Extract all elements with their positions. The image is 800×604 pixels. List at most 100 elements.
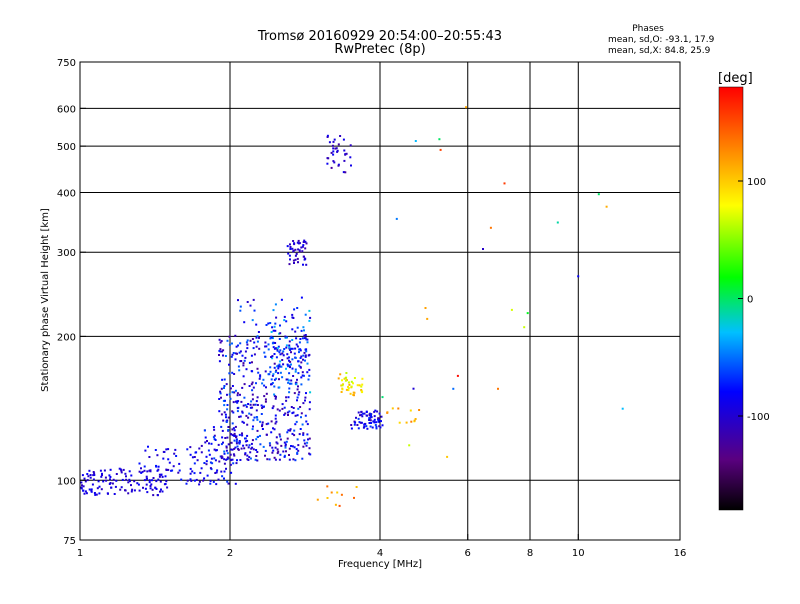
data-point [286,353,289,356]
data-point [273,428,276,431]
data-point [280,444,283,447]
data-point [133,489,136,492]
data-point [287,379,290,382]
data-point [291,328,294,331]
data-point [380,415,383,418]
data-point [395,217,398,220]
data-point [278,378,280,381]
data-point [120,471,123,474]
data-point [227,429,230,431]
data-point [152,477,155,479]
data-point [259,374,262,377]
data-point [274,414,277,417]
data-point [228,343,231,346]
data-point [234,352,237,355]
data-point [281,407,284,410]
data-point [350,380,353,383]
data-point [361,390,364,393]
data-point [226,480,229,483]
data-point [410,420,413,423]
data-point [245,341,248,344]
data-point [241,432,243,435]
data-point [344,377,347,379]
data-point [220,425,223,428]
data-point [275,436,278,439]
data-point [262,405,265,408]
data-point [121,478,124,481]
data-point [199,471,202,474]
data-point [93,472,96,475]
data-point [124,472,127,475]
data-point [270,383,272,386]
data-point [299,406,302,408]
data-point [265,433,268,436]
data-point [309,453,312,456]
data-point [369,419,372,422]
data-point [275,316,278,319]
data-point [128,470,131,473]
data-point [240,447,243,450]
data-point [167,448,170,451]
data-point [280,298,283,301]
data-point [288,372,291,375]
data-point [279,435,282,438]
data-point [503,182,506,185]
data-point [157,468,160,471]
data-point [332,160,335,163]
data-point [145,475,148,478]
data-point [352,391,355,394]
data-point [327,157,330,160]
data-point [253,353,256,356]
data-point [294,423,297,426]
data-point [248,456,251,459]
data-point [378,425,381,428]
data-point [363,425,366,428]
data-point [190,479,193,482]
data-point [198,483,201,486]
data-point [370,422,373,424]
data-point [220,396,222,399]
data-point [298,250,301,253]
data-point [127,492,130,495]
data-point [189,478,192,481]
data-point [277,450,280,453]
data-point [489,226,492,229]
data-point [248,444,251,447]
data-point [270,431,273,434]
data-point [265,423,268,426]
data-point [219,390,222,393]
data-point [299,357,302,359]
data-point [375,421,378,424]
data-point [354,421,357,424]
data-point [336,491,339,494]
data-point [282,450,285,453]
data-point [265,345,268,348]
data-point [331,144,334,147]
data-point [255,449,258,451]
data-point [276,452,279,455]
data-point [273,393,276,396]
data-point [358,421,361,424]
data-point [286,431,289,434]
data-point [288,344,291,347]
data-point [306,362,309,365]
data-point [231,428,234,431]
data-point [242,375,245,378]
data-point [101,472,103,475]
data-point [347,385,349,388]
data-point [289,382,291,385]
data-point [239,350,242,353]
data-point [304,348,307,351]
data-point [316,498,319,501]
data-point [302,402,305,405]
data-point [267,348,270,351]
data-point [218,460,221,463]
data-point [90,490,93,493]
data-point [193,472,196,475]
data-point [279,349,282,352]
data-point [228,393,231,396]
data-point [127,481,130,484]
data-point [242,421,245,424]
data-point [160,473,163,476]
data-point [279,324,281,327]
